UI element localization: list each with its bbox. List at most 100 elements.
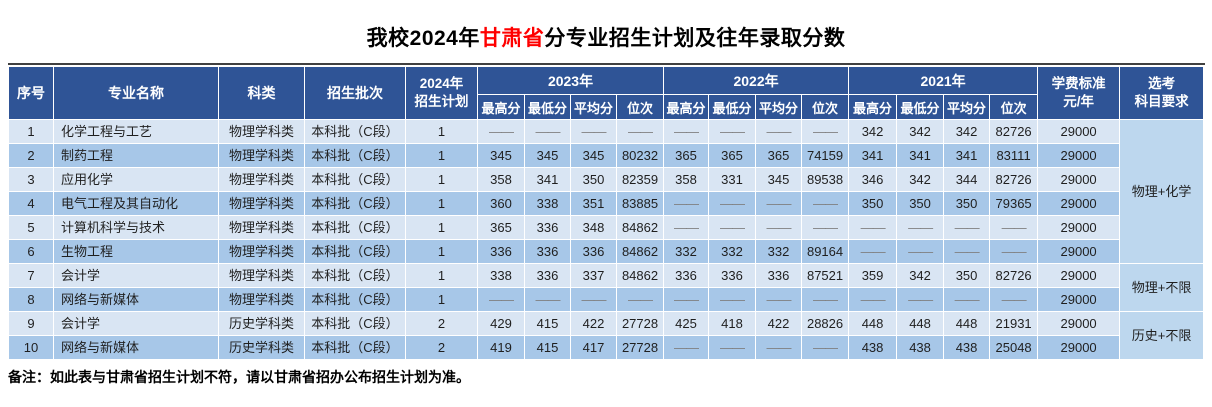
- score-2021-avg: 350: [943, 191, 991, 216]
- score-2021-max: 346: [848, 167, 898, 192]
- plan-cell: 1: [405, 239, 478, 264]
- major-cell: 化学工程与工艺: [53, 119, 219, 144]
- score-2022-min: 336: [708, 263, 757, 288]
- major-cell: 制药工程: [53, 143, 219, 168]
- category-cell: 历史学科类: [218, 335, 305, 360]
- plan-cell: 1: [405, 191, 478, 216]
- subheader-2023-avg: 平均分: [570, 94, 617, 120]
- score-2023-avg: ——: [570, 287, 617, 312]
- score-2023-rank: 27728: [615, 311, 665, 336]
- score-2023-avg: 345: [570, 143, 617, 168]
- score-2023-max: ——: [477, 119, 525, 144]
- title-province-highlight: 甘肃省: [479, 27, 545, 50]
- header-category: 科类: [218, 66, 305, 120]
- score-2023-min: 345: [524, 143, 571, 168]
- major-cell: 生物工程: [53, 239, 219, 264]
- score-2023-max: 365: [477, 215, 525, 240]
- plan-cell: 2: [405, 335, 478, 360]
- table-row: 3 应用化学 物理学科类 本科批（C段） 1 358 341 350 82359…: [8, 167, 1204, 192]
- score-2022-min: 418: [708, 311, 757, 336]
- score-2023-avg: 422: [570, 311, 617, 336]
- score-2021-min: 342: [896, 119, 945, 144]
- fee-cell: 29000: [1037, 335, 1121, 360]
- score-2023-rank: 84862: [615, 215, 665, 240]
- score-2022-max: 358: [663, 167, 710, 192]
- score-2023-max: 419: [477, 335, 525, 360]
- table-row: 1 化学工程与工艺 物理学科类 本科批（C段） 1 —— —— —— —— ——…: [8, 119, 1205, 264]
- subject-requirement-cell: 历史+不限: [1119, 311, 1205, 360]
- batch-cell: 本科批（C段）: [304, 119, 406, 144]
- fee-cell: 29000: [1037, 311, 1121, 336]
- score-2022-rank: ——: [801, 215, 850, 240]
- table-row: 7 会计学 物理学科类 本科批（C段） 1 338 336 337 84862 …: [8, 263, 1205, 312]
- score-2021-rank: 21931: [989, 311, 1039, 336]
- major-cell: 应用化学: [53, 167, 219, 192]
- page-title: 我校2024年甘肃省分专业招生计划及往年录取分数: [0, 0, 1212, 52]
- score-2021-avg: 448: [943, 311, 991, 336]
- score-2023-rank: ——: [615, 119, 665, 144]
- header-subject-requirement: 选考 科目要求: [1119, 66, 1205, 120]
- plan-cell: 1: [405, 119, 478, 144]
- score-2022-max: ——: [663, 287, 710, 312]
- score-2022-max: 332: [663, 239, 710, 264]
- score-2022-rank: 74159: [801, 143, 850, 168]
- score-2022-max: ——: [663, 215, 710, 240]
- score-2021-avg: ——: [943, 215, 991, 240]
- batch-cell: 本科批（C段）: [304, 311, 406, 336]
- score-2023-avg: 336: [570, 239, 617, 264]
- score-2023-avg: 348: [570, 215, 617, 240]
- table-row: 9 会计学 历史学科类 本科批（C段） 2 429 415 422 27728 …: [8, 311, 1205, 360]
- subject-requirement-cell: 物理+化学: [1119, 119, 1205, 264]
- score-2021-avg: 344: [943, 167, 991, 192]
- score-2021-min: ——: [896, 215, 945, 240]
- footnote: 备注：如此表与甘肃省招生计划不符，请以甘肃省招办公布招生计划为准。: [8, 369, 470, 385]
- score-2022-min: ——: [708, 335, 757, 360]
- score-2023-min: ——: [524, 287, 571, 312]
- score-2023-max: 429: [477, 311, 525, 336]
- score-2023-max: 336: [477, 239, 525, 264]
- score-2021-avg: 350: [943, 263, 991, 288]
- category-cell: 物理学科类: [218, 239, 305, 264]
- fee-cell: 29000: [1037, 239, 1121, 264]
- score-2021-max: 438: [848, 335, 898, 360]
- subheader-2021-rank: 位次: [989, 94, 1039, 120]
- score-2022-min: 331: [708, 167, 757, 192]
- score-2023-rank: 83885: [615, 191, 665, 216]
- score-2022-rank: ——: [801, 335, 850, 360]
- score-2023-min: 341: [524, 167, 571, 192]
- header-row-years: 序号 专业名称 科类 招生批次 2024年 招生计划 2023年 2022年 20…: [8, 66, 1205, 120]
- major-cell: 计算机科学与技术: [53, 215, 219, 240]
- subheader-2021-max: 最高分: [848, 94, 898, 120]
- title-suffix: 分专业招生计划及往年录取分数: [544, 27, 846, 50]
- score-2023-min: 415: [524, 335, 571, 360]
- subheader-2022-max: 最高分: [663, 94, 710, 120]
- major-cell: 会计学: [53, 263, 219, 288]
- score-2021-min: 342: [896, 167, 945, 192]
- score-2021-avg: 341: [943, 143, 991, 168]
- score-2022-min: ——: [708, 119, 757, 144]
- score-2022-avg: ——: [755, 335, 803, 360]
- batch-cell: 本科批（C段）: [304, 191, 406, 216]
- score-2021-rank: 25048: [989, 335, 1039, 360]
- score-2022-max: 336: [663, 263, 710, 288]
- plan-cell: 1: [405, 215, 478, 240]
- seq-cell: 3: [8, 167, 54, 192]
- score-2022-rank: 89164: [801, 239, 850, 264]
- score-2023-avg: 351: [570, 191, 617, 216]
- score-2023-avg: 417: [570, 335, 617, 360]
- major-cell: 网络与新媒体: [53, 287, 219, 312]
- fee-cell: 29000: [1037, 167, 1121, 192]
- header-year-2022: 2022年: [663, 66, 850, 95]
- major-cell: 会计学: [53, 311, 219, 336]
- score-2021-avg: ——: [943, 239, 991, 264]
- header-year-2021: 2021年: [848, 66, 1039, 95]
- score-2022-min: ——: [708, 287, 757, 312]
- header-year-2023: 2023年: [476, 66, 665, 95]
- category-cell: 物理学科类: [218, 215, 305, 240]
- category-cell: 物理学科类: [218, 119, 305, 144]
- admissions-table: 序号 专业名称 科类 招生批次 2024年 招生计划 2023年 2022年 20…: [8, 66, 1205, 360]
- score-2023-min: 338: [524, 191, 571, 216]
- fee-cell: 29000: [1037, 263, 1121, 288]
- header-fee-line1: 学费标准: [1051, 76, 1106, 92]
